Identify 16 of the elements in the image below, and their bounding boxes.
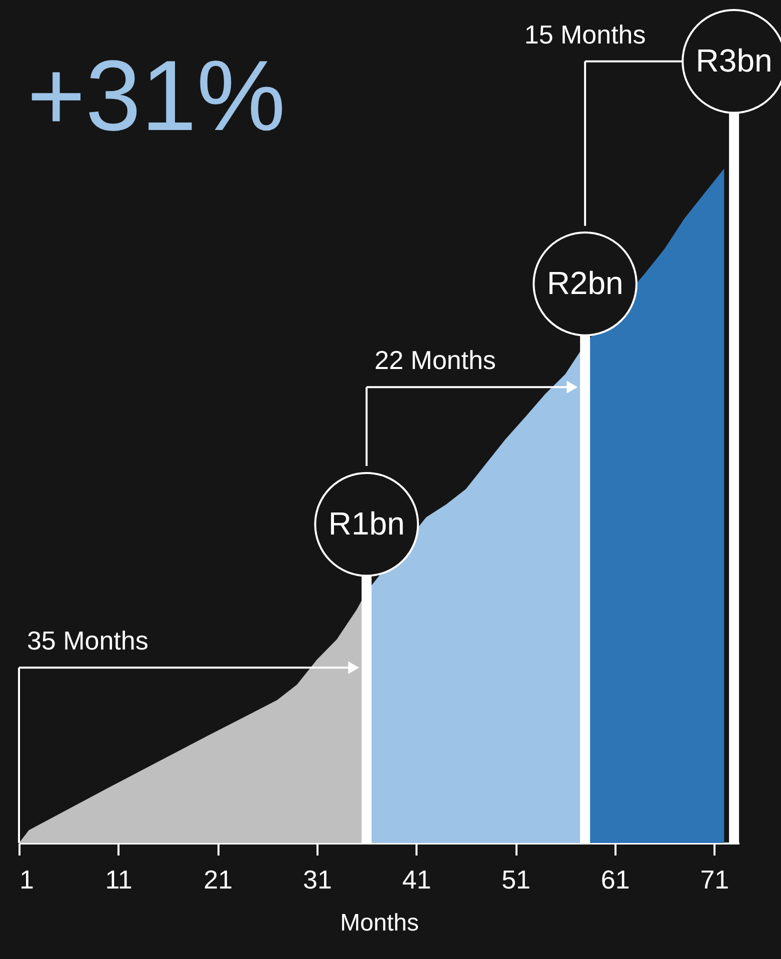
x-tick-label: 41 — [402, 864, 432, 894]
x-tick-label: 11 — [105, 864, 132, 894]
x-tick-label: 71 — [700, 864, 730, 894]
x-tick-label: 51 — [502, 864, 531, 894]
ref-line-label: R1bn — [328, 505, 405, 542]
ref-line-label: R3bn — [696, 42, 772, 78]
ref-line-label: R2bn — [546, 264, 624, 301]
annotation: 35 Months — [26, 626, 148, 656]
x-tick-label: 31 — [302, 864, 332, 894]
text: 15 Months — [524, 19, 646, 50]
annotation: 22 Months — [374, 345, 496, 376]
x-tick-label: 21 — [204, 864, 233, 894]
chart-title: +31% — [27, 40, 286, 152]
x-axis-title: Months — [340, 910, 419, 936]
x-tick-label: 61 — [600, 864, 630, 894]
x-tick-label: 1 — [20, 864, 34, 894]
